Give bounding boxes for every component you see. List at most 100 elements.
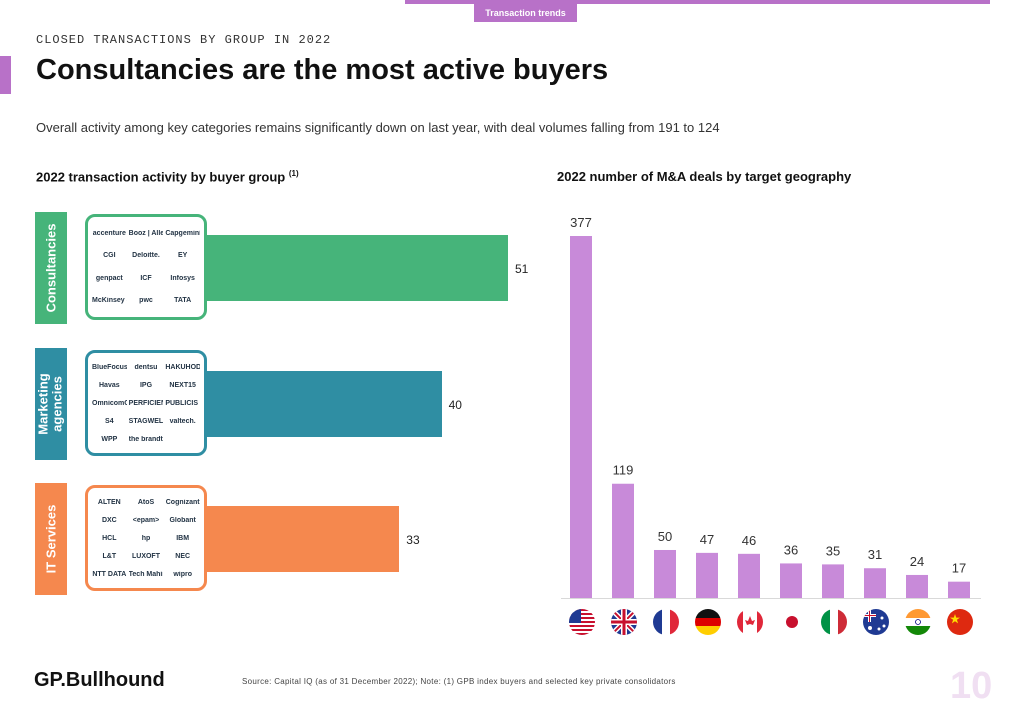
bar-germany [696, 552, 718, 598]
india-flag-icon [905, 609, 931, 635]
side-accent [0, 56, 11, 94]
bar-australia [864, 568, 886, 598]
uk-flag-icon [611, 609, 637, 635]
logo: PUBLICIS GROUPE [165, 399, 200, 407]
france-flag-icon [653, 609, 679, 635]
right-chart-title: 2022 number of M&A deals by target geogr… [557, 169, 852, 184]
bar-canada [738, 553, 760, 598]
logo: Infosys [170, 274, 195, 282]
bar-china [948, 581, 970, 598]
bar-italy [822, 564, 844, 598]
logo-box-it-services: ALTEN AtoS Cognizant DXC <epam> Globant … [85, 485, 207, 591]
logo: Tech Mahindra [128, 570, 164, 578]
logo: HCL [102, 534, 117, 542]
us-flag-icon [569, 609, 595, 635]
bar-value-it-services: 33 [406, 533, 420, 547]
data-label: 47 [700, 532, 714, 547]
data-label: 377 [570, 215, 592, 230]
logo: valtech. [169, 417, 196, 425]
logo: Booz | Allen | Hamilton [128, 229, 164, 237]
flag-row [565, 609, 985, 637]
data-label: 36 [784, 542, 798, 557]
australia-flag-icon [863, 609, 889, 635]
bar-france [654, 549, 676, 598]
logo: L&T [102, 552, 117, 560]
page-title: Consultancies are the most active buyers [36, 54, 609, 86]
data-label: 119 [613, 463, 634, 478]
logo: IPG [139, 381, 153, 389]
logo: S4 [105, 417, 114, 425]
logo: HAKUHODO [165, 363, 200, 371]
logo: genpact [95, 274, 123, 282]
logo: IBM [176, 534, 190, 542]
source-note: Source: Capital IQ (as of 31 December 20… [242, 677, 676, 686]
logo: Deloitte. [132, 252, 160, 260]
logo: DXC [101, 516, 117, 524]
logo: OmnicomGroup [92, 399, 127, 407]
logo: PERFICIENT [128, 399, 164, 407]
group-label-text: IT Services [43, 504, 58, 574]
logo: CGI [103, 252, 116, 260]
group-label-it-services: IT Services [35, 483, 67, 595]
logo: accenture [92, 229, 126, 237]
japan-flag-icon [779, 609, 805, 635]
left-chart-title: 2022 transaction activity by buyer group… [36, 169, 299, 184]
logo: dentsu [134, 363, 158, 371]
logo: TATA [174, 297, 192, 305]
logo: EY [177, 252, 188, 260]
logo: hp [141, 534, 151, 542]
logo: ICF [140, 274, 152, 282]
logo: McKinsey & Company [92, 297, 127, 305]
bar-japan [780, 563, 802, 598]
group-label-marketing: Marketing agencies [35, 348, 67, 460]
data-label: 24 [910, 554, 924, 569]
logo: Capgemini [165, 229, 200, 237]
logo-box-consultancies: accenture Booz | Allen | Hamilton Capgem… [85, 214, 207, 320]
logo-box-marketing: BlueFocus dentsu HAKUHODO Havas IPG NEXT… [85, 350, 207, 456]
section-tag: Transaction trends [474, 4, 577, 22]
logo: Cognizant [165, 498, 200, 506]
data-label: 35 [826, 543, 840, 558]
bar-united-states [570, 236, 592, 598]
bar-it-services [200, 506, 400, 572]
footnote-marker: (1) [288, 169, 299, 178]
group-label-consultancies: Consultancies [35, 212, 67, 324]
bar-value-marketing-agencies: 40 [448, 398, 462, 412]
china-flag-icon [947, 609, 973, 635]
kicker: CLOSED TRANSACTIONS BY GROUP IN 2022 [36, 33, 332, 47]
top-accent-bar [405, 0, 990, 4]
bar-india [906, 574, 928, 598]
page-number: 10 [950, 665, 993, 707]
logo: Globant [169, 516, 196, 524]
logo: Havas [99, 381, 120, 389]
logo: ALTEN [97, 498, 121, 506]
page-subtitle: Overall activity among key categories re… [36, 120, 720, 135]
canada-flag-icon [737, 609, 763, 635]
logo: NEXT15 [169, 381, 196, 389]
logo: AtoS [137, 498, 155, 506]
italy-flag-icon [821, 609, 847, 635]
geography-bar-chart: 377 119 50 47 46 36 35 31 24 17 [561, 215, 981, 599]
data-label: 31 [868, 547, 882, 562]
logo: wipro [173, 570, 192, 578]
logo: NEC [175, 552, 191, 560]
group-label-text: Consultancies [43, 223, 59, 313]
bar-marketing-agencies [200, 371, 442, 437]
logo: <epam> [132, 516, 160, 524]
logo: pwc [139, 297, 153, 305]
logo: NTT DATA [92, 570, 127, 578]
left-chart-title-text: 2022 transaction activity by buyer group [36, 169, 286, 185]
brand-logo: GP.Bullhound [34, 669, 165, 691]
data-label: 17 [952, 561, 966, 576]
bar-value-consultancies: 51 [515, 262, 529, 276]
logo: the brandtech group [128, 435, 164, 443]
data-label: 46 [742, 533, 756, 548]
group-label-text: Marketing agencies [36, 373, 65, 435]
data-label: 50 [658, 529, 672, 544]
germany-flag-icon [695, 609, 721, 635]
bar-united-kingdom [612, 483, 634, 598]
bar-consultancies [200, 235, 508, 301]
logo: WPP [101, 435, 118, 443]
logo: STAGWELL [128, 417, 164, 425]
logo: BlueFocus [92, 363, 127, 371]
